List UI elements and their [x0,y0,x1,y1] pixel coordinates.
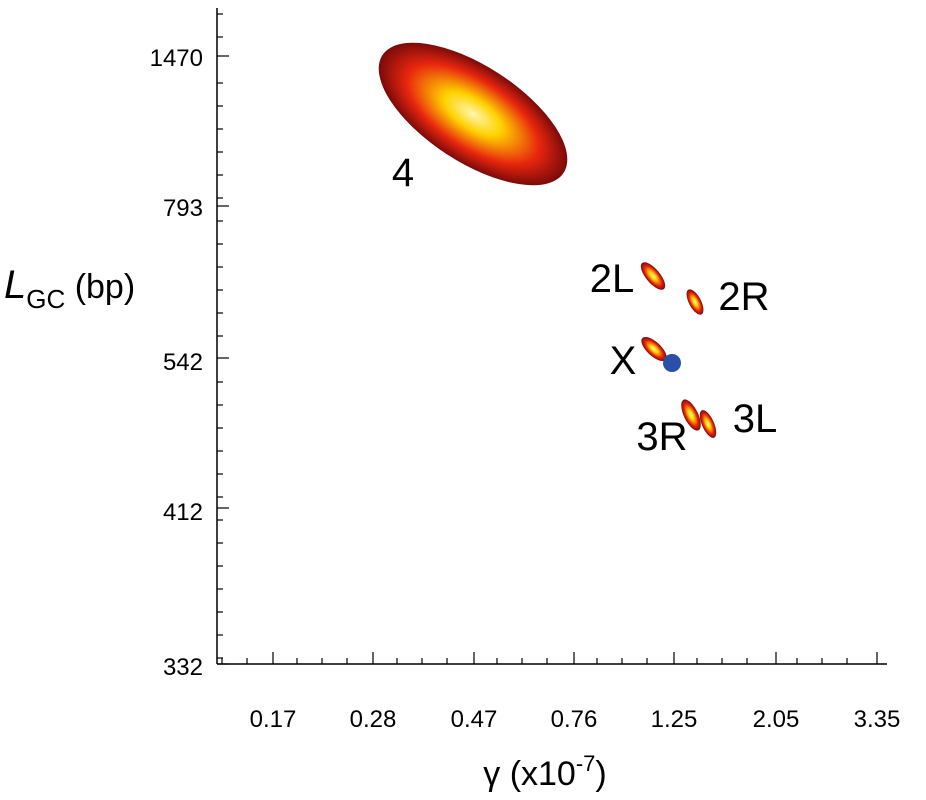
y-axis-title-symbol: L [4,263,26,307]
y-tick-label-542: 542 [163,349,203,376]
x-tick-label-1.25: 1.25 [651,706,698,733]
region-label-3R: 3R [636,415,687,459]
region-3L-ellipse [699,410,717,438]
x-axis-title-close: ) [595,755,606,793]
reference-point [663,354,681,372]
y-axis-title-unit: (bp) [65,268,135,306]
y-tick-label-1470: 1470 [150,45,203,72]
x-axis-title-exponent: -7 [576,751,596,776]
y-ticks [217,13,229,665]
region-label-2L: 2L [590,257,635,301]
x-tick-label-2.05: 2.05 [753,706,800,733]
region-label-2R: 2R [718,275,769,319]
region-label-X: X [610,339,637,383]
y-tick-label-332: 332 [163,654,203,681]
x-axis-title: γ (x10-7) [483,751,606,793]
x-ticks [221,652,878,664]
x-tick-label-0.17: 0.17 [250,706,297,733]
x-axis-title-symbol: γ [483,755,500,793]
region-X-ellipse [641,336,667,362]
x-tick-label-3.35: 3.35 [854,706,901,733]
x-axis-title-unit: (x10 [500,755,576,793]
y-tick-label-412: 412 [163,499,203,526]
region-label-3L: 3L [733,397,778,441]
x-tick-label-0.76: 0.76 [551,706,598,733]
y-axis-title: LGC (bp) [4,263,135,314]
region-2R-ellipse [686,289,704,315]
x-tick-label-0.47: 0.47 [451,706,498,733]
region-3R-ellipse [681,399,701,431]
y-tick-label-793: 793 [163,195,203,222]
region-label-4: 4 [392,151,414,195]
y-axis-title-subscript: GC [26,284,65,314]
region-4-ellipse [378,42,568,186]
x-tick-label-0.28: 0.28 [350,706,397,733]
region-2L-ellipse [640,262,666,290]
